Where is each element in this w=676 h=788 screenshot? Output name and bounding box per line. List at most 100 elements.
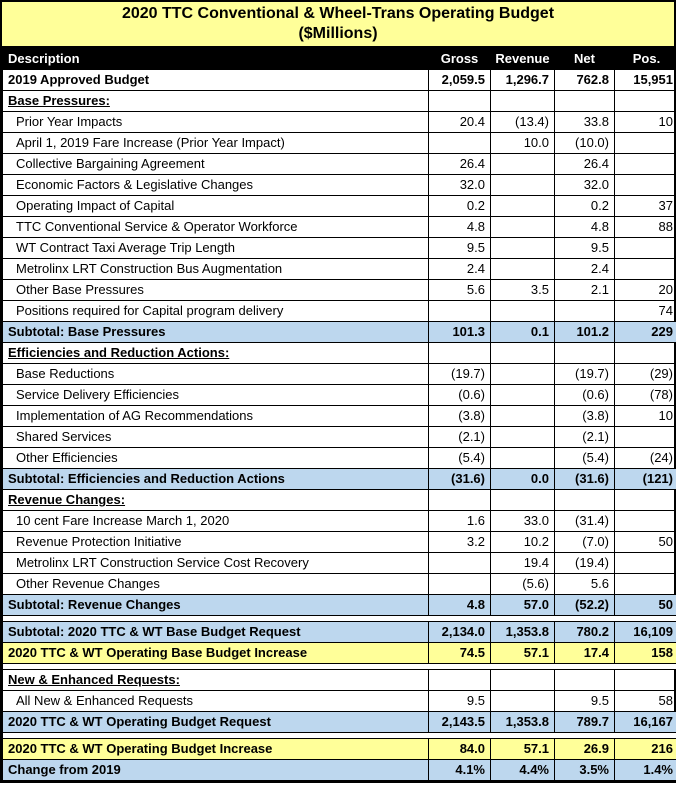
row-description: Prior Year Impacts bbox=[2, 111, 429, 133]
column-header-row: Description Gross Revenue Net Pos. bbox=[2, 48, 676, 70]
cell-pos bbox=[614, 510, 676, 532]
cell-revenue: 10.2 bbox=[490, 531, 555, 553]
section-label: New & Enhanced Requests: bbox=[8, 672, 180, 687]
subtotal-row: Subtotal: 2020 TTC & WT Base Budget Requ… bbox=[2, 621, 676, 643]
row-description: Base Pressures: bbox=[2, 90, 429, 112]
highlight-row: 2020 TTC & WT Operating Base Budget Incr… bbox=[2, 642, 676, 664]
cell-gross: 101.3 bbox=[428, 321, 491, 343]
cell-gross: 3.2 bbox=[428, 531, 491, 553]
cell-revenue: 57.0 bbox=[490, 594, 555, 616]
cell-gross bbox=[428, 300, 491, 322]
cell-net: 17.4 bbox=[554, 642, 615, 664]
cell-gross: 5.6 bbox=[428, 279, 491, 301]
cell-net: (19.4) bbox=[554, 552, 615, 574]
cell-net: 26.9 bbox=[554, 738, 615, 760]
row-description: 10 cent Fare Increase March 1, 2020 bbox=[2, 510, 429, 532]
column-header-revenue: Revenue bbox=[490, 48, 555, 70]
cell-net: 32.0 bbox=[554, 174, 615, 196]
cell-revenue: 57.1 bbox=[490, 738, 555, 760]
cell-gross: 9.5 bbox=[428, 690, 491, 712]
item-row: Implementation of AG Recommendations (3.8… bbox=[2, 405, 676, 427]
cell-net: 4.8 bbox=[554, 216, 615, 238]
table-title: 2020 TTC Conventional & Wheel-Trans Oper… bbox=[2, 2, 674, 48]
budget-data-table: Description Gross Revenue Net Pos. 2019 Appr… bbox=[2, 48, 676, 781]
cell-gross: 2,134.0 bbox=[428, 621, 491, 643]
cell-gross: (3.8) bbox=[428, 405, 491, 427]
row-description: TTC Conventional Service & Operator Work… bbox=[2, 216, 429, 238]
title-line2: ($Millions) bbox=[298, 25, 378, 42]
item-row: Other Efficiencies (5.4) (5.4) (24) bbox=[2, 447, 676, 469]
cell-pos bbox=[614, 90, 676, 112]
cell-revenue bbox=[490, 195, 555, 217]
cell-revenue bbox=[490, 258, 555, 280]
cell-gross: 4.8 bbox=[428, 216, 491, 238]
cell-net: 2.4 bbox=[554, 258, 615, 280]
column-header-gross: Gross bbox=[428, 48, 491, 70]
cell-revenue: 19.4 bbox=[490, 552, 555, 574]
cell-revenue bbox=[490, 426, 555, 448]
item-row: Shared Services (2.1) (2.1) bbox=[2, 426, 676, 448]
cell-pos: 37 bbox=[614, 195, 676, 217]
cell-revenue: 1,353.8 bbox=[490, 621, 555, 643]
cell-pos: 216 bbox=[614, 738, 676, 760]
cell-revenue: 1,353.8 bbox=[490, 711, 555, 733]
cell-pos bbox=[614, 669, 676, 691]
cell-revenue: 0.1 bbox=[490, 321, 555, 343]
cell-net: (0.6) bbox=[554, 384, 615, 406]
cell-gross bbox=[428, 573, 491, 595]
cell-net: (31.6) bbox=[554, 468, 615, 490]
bold-row: 2019 Approved Budget 2,059.5 1,296.7 762.8 1… bbox=[2, 69, 676, 91]
cell-gross: 4.8 bbox=[428, 594, 491, 616]
row-description: Subtotal: 2020 TTC & WT Base Budget Requ… bbox=[2, 621, 429, 643]
cell-revenue: 10.0 bbox=[490, 132, 555, 154]
cell-revenue bbox=[490, 174, 555, 196]
cell-revenue bbox=[490, 90, 555, 112]
cell-net bbox=[554, 300, 615, 322]
cell-pos: 158 bbox=[614, 642, 676, 664]
cell-net: 9.5 bbox=[554, 237, 615, 259]
cell-gross bbox=[428, 489, 491, 511]
row-description: 2020 TTC & WT Operating Budget Increase bbox=[2, 738, 429, 760]
row-description: Other Efficiencies bbox=[2, 447, 429, 469]
section-row: Revenue Changes: bbox=[2, 489, 676, 511]
cell-pos: 16,167 bbox=[614, 711, 676, 733]
cell-net: (19.7) bbox=[554, 363, 615, 385]
cell-net: 33.8 bbox=[554, 111, 615, 133]
cell-pos: 15,951 bbox=[614, 69, 676, 91]
cell-net: (7.0) bbox=[554, 531, 615, 553]
cell-gross: (19.7) bbox=[428, 363, 491, 385]
cell-revenue bbox=[490, 405, 555, 427]
item-row: Metrolinx LRT Construction Bus Augmentat… bbox=[2, 258, 676, 280]
cell-net: 780.2 bbox=[554, 621, 615, 643]
item-row: 10 cent Fare Increase March 1, 2020 1.6 33… bbox=[2, 510, 676, 532]
cell-revenue bbox=[490, 237, 555, 259]
row-description: Other Revenue Changes bbox=[2, 573, 429, 595]
cell-net: (5.4) bbox=[554, 447, 615, 469]
cell-gross: (2.1) bbox=[428, 426, 491, 448]
cell-pos: 58 bbox=[614, 690, 676, 712]
section-label: Base Pressures: bbox=[8, 93, 110, 108]
cell-net bbox=[554, 489, 615, 511]
cell-revenue bbox=[490, 447, 555, 469]
cell-revenue: 1,296.7 bbox=[490, 69, 555, 91]
cell-revenue: 0.0 bbox=[490, 468, 555, 490]
cell-gross: 20.4 bbox=[428, 111, 491, 133]
cell-pos bbox=[614, 552, 676, 574]
cell-gross: 0.2 bbox=[428, 195, 491, 217]
section-row: New & Enhanced Requests: bbox=[2, 669, 676, 691]
row-description: Shared Services bbox=[2, 426, 429, 448]
cell-revenue: 4.4% bbox=[490, 759, 555, 781]
section-label: Revenue Changes: bbox=[8, 492, 126, 507]
cell-net: (2.1) bbox=[554, 426, 615, 448]
item-row: All New & Enhanced Requests 9.5 9.5 58 bbox=[2, 690, 676, 712]
row-description: 2020 TTC & WT Operating Budget Request bbox=[2, 711, 429, 733]
row-description: 2019 Approved Budget bbox=[2, 69, 429, 91]
item-row: Prior Year Impacts 20.4 (13.4) 33.8 10 bbox=[2, 111, 676, 133]
cell-net: 3.5% bbox=[554, 759, 615, 781]
subtotal-row: Subtotal: Efficiencies and Reduction Act… bbox=[2, 468, 676, 490]
cell-gross: 26.4 bbox=[428, 153, 491, 175]
row-description: Subtotal: Efficiencies and Reduction Act… bbox=[2, 468, 429, 490]
highlight-row: 2020 TTC & WT Operating Budget Increase 8… bbox=[2, 738, 676, 760]
cell-pos bbox=[614, 153, 676, 175]
column-header-description: Description bbox=[2, 48, 429, 70]
